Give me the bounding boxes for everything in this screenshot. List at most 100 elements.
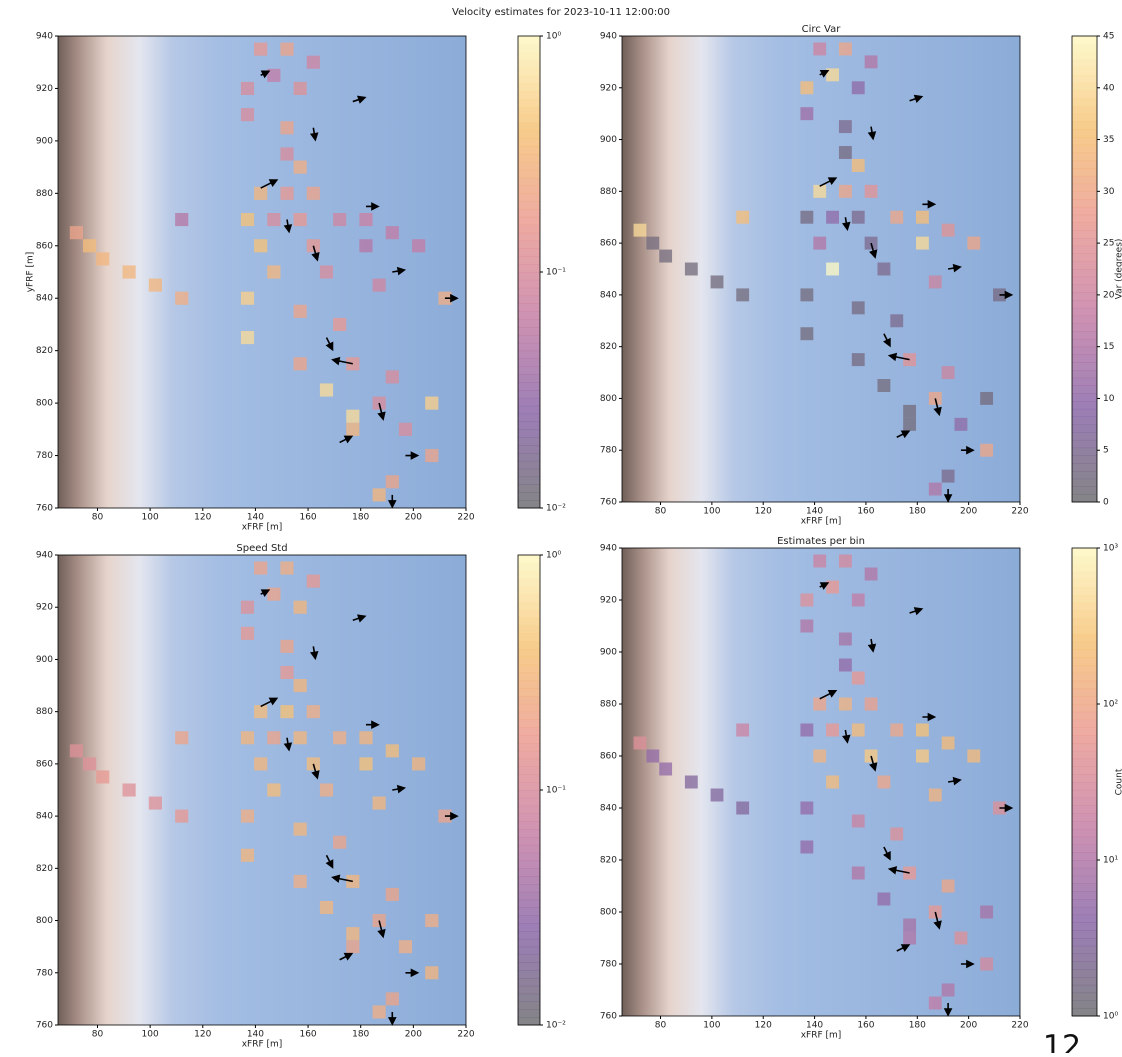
- colorbar-segment: [518, 665, 540, 673]
- colorbar-segment: [518, 256, 540, 264]
- y-tick-label: 800: [600, 394, 617, 404]
- x-tick-label: 160: [857, 507, 874, 517]
- x-tick-label: 220: [457, 1030, 474, 1040]
- y-tick-label: 860: [36, 759, 53, 769]
- colorbar-segment: [518, 1017, 540, 1025]
- heat-cell: [903, 932, 916, 945]
- colorbar-segment: [1072, 860, 1097, 868]
- heat-cell: [175, 292, 188, 305]
- y-tick-label: 940: [600, 32, 617, 42]
- colorbar-segment: [1072, 564, 1097, 572]
- colorbar-segment: [1072, 1008, 1097, 1016]
- colorbar-segment: [1072, 790, 1097, 798]
- colorbar-tick-label: 30: [1103, 187, 1115, 197]
- x-tick-label: 120: [755, 1021, 772, 1031]
- colorbar-segment: [1072, 868, 1097, 876]
- heat-cell: [241, 82, 254, 95]
- colorbar-segment: [1072, 688, 1097, 696]
- colorbar-segment: [1072, 720, 1097, 728]
- heat-cell: [826, 211, 839, 224]
- colorbar-segment: [518, 970, 540, 978]
- colorbar-segment: [1072, 83, 1097, 91]
- heat-cell: [294, 731, 307, 744]
- heat-cell: [839, 698, 852, 711]
- colorbar-segment: [518, 319, 540, 327]
- colorbar-segment: [1072, 735, 1097, 743]
- heat-cell: [865, 55, 878, 68]
- colorbar-segment: [518, 680, 540, 688]
- colorbar-segment: [518, 908, 540, 916]
- heat-cell: [890, 211, 903, 224]
- heat-cell: [839, 555, 852, 568]
- heat-cell: [175, 213, 188, 226]
- heat-cell: [942, 224, 955, 237]
- colorbar-tick-label: 10⁰: [546, 551, 561, 561]
- colorbar-segment: [518, 649, 540, 657]
- colorbar-segment: [1072, 821, 1097, 829]
- y-tick-label: 920: [600, 83, 617, 93]
- heat-cell: [294, 679, 307, 692]
- x-tick-label: 200: [405, 513, 422, 523]
- colorbar-segment: [1072, 370, 1097, 378]
- x-tick-label: 140: [247, 513, 264, 523]
- heat-cell: [826, 776, 839, 789]
- y-tick-label: 920: [600, 596, 617, 606]
- colorbar-segment: [518, 633, 540, 641]
- colorbar-segment: [518, 704, 540, 712]
- chart-title: Estimates per bin: [777, 536, 865, 547]
- colorbar-segment: [1072, 300, 1097, 308]
- x-tick-label: 140: [247, 1030, 264, 1040]
- background-image: [622, 36, 1020, 502]
- colorbar-segment: [518, 374, 540, 382]
- colorbar-segment: [518, 288, 540, 296]
- y-tick-label: 840: [600, 804, 617, 814]
- colorbar-segment: [1072, 207, 1097, 215]
- colorbar-segment: [1072, 285, 1097, 293]
- colorbar-segment: [1072, 665, 1097, 673]
- heat-cell: [852, 301, 865, 314]
- x-axis-label: xFRF [m]: [242, 1040, 283, 1050]
- heat-cell: [373, 488, 386, 501]
- colorbar-tick-label: 10: [1103, 394, 1115, 404]
- heat-cell: [386, 992, 399, 1005]
- y-tick-label: 900: [600, 135, 617, 145]
- heat-cell: [241, 108, 254, 121]
- colorbar-segment: [518, 225, 540, 233]
- colorbar-segment: [518, 343, 540, 351]
- heat-cell: [980, 392, 993, 405]
- colorbar-segment: [1072, 75, 1097, 83]
- colorbar-segment: [1072, 98, 1097, 106]
- heat-cell: [877, 893, 890, 906]
- colorbar-segment: [518, 107, 540, 115]
- colorbar-segment: [1072, 642, 1097, 650]
- heat-cell: [903, 405, 916, 418]
- heat-cell: [307, 56, 320, 69]
- colorbar-segment: [1072, 292, 1097, 300]
- heat-cell: [852, 81, 865, 94]
- colorbar-segment: [518, 351, 540, 359]
- colorbar-segment: [1072, 548, 1097, 556]
- colorbar-segment: [1072, 448, 1097, 456]
- colorbar-segment: [1072, 401, 1097, 409]
- colorbar-segment: [518, 586, 540, 594]
- heat-cell: [659, 763, 672, 776]
- y-tick-label: 780: [36, 968, 53, 978]
- colorbar-segment: [1072, 137, 1097, 145]
- colorbar-segment: [518, 217, 540, 225]
- colorbar-segment: [518, 146, 540, 154]
- y-tick-label: 880: [36, 189, 53, 199]
- colorbar-segment: [1072, 704, 1097, 712]
- y-tick-label: 780: [600, 960, 617, 970]
- colorbar-segment: [518, 398, 540, 406]
- colorbar-segment: [1072, 649, 1097, 657]
- heat-cell: [942, 470, 955, 483]
- colorbar-segment: [518, 594, 540, 602]
- heat-cell: [333, 318, 346, 331]
- heat-cell: [916, 211, 929, 224]
- colorbar-segment: [518, 130, 540, 138]
- colorbar-label: Count: [1115, 768, 1122, 795]
- heat-cell: [294, 213, 307, 226]
- heat-cell: [320, 783, 333, 796]
- colorbar-segment: [518, 923, 540, 931]
